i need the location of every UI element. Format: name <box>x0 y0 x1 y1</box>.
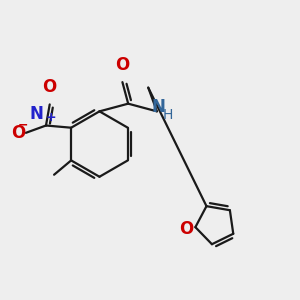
Text: O: O <box>115 56 130 74</box>
Text: N: N <box>152 98 165 116</box>
Text: N: N <box>30 105 44 123</box>
Text: O: O <box>43 78 57 96</box>
Text: H: H <box>163 108 173 122</box>
Text: O: O <box>179 220 193 238</box>
Text: +: + <box>46 111 57 124</box>
Text: −: − <box>18 119 28 132</box>
Text: O: O <box>11 124 26 142</box>
